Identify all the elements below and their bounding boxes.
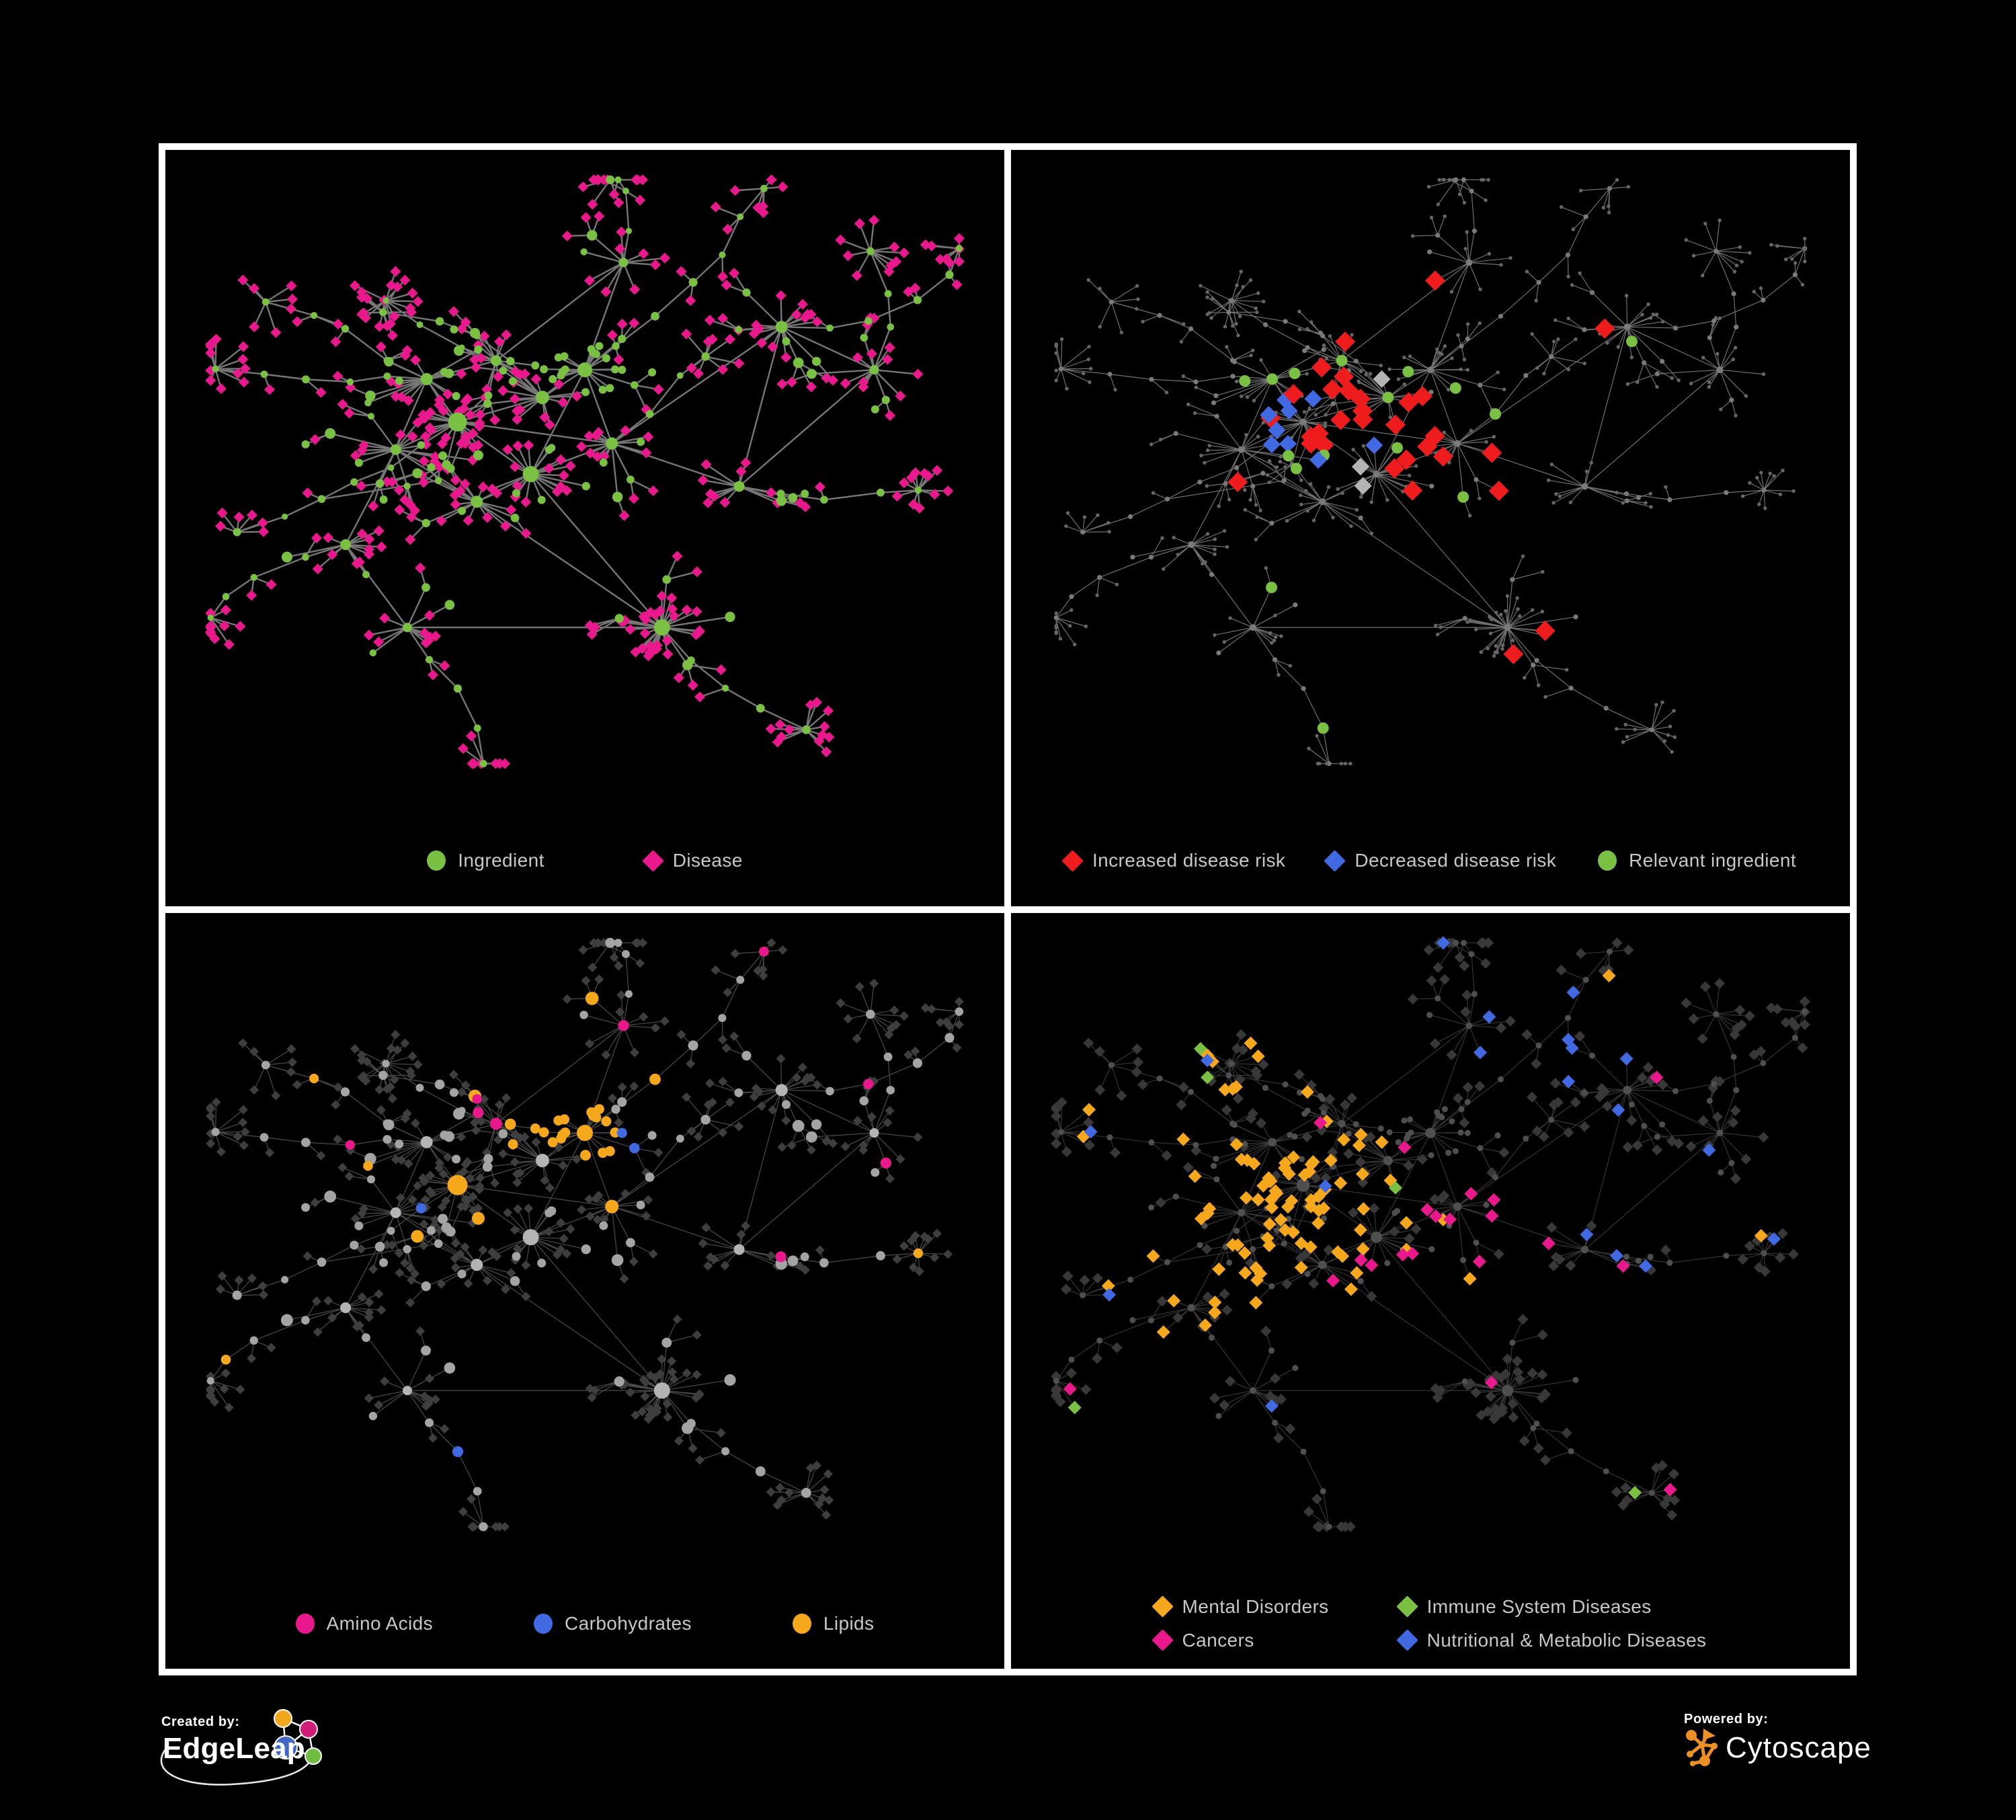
legend-label: Amino Acids <box>326 1612 434 1634</box>
network-graph-2 <box>1053 177 1808 766</box>
circle-marker <box>295 1613 315 1634</box>
legend-item-carbohydrates: Carbohydrates <box>534 1613 692 1634</box>
panel-disease-risk: Increased disease risk Decreased disease … <box>1011 150 1850 906</box>
diamond-marker <box>1151 1629 1174 1651</box>
network-graph-3 <box>206 937 964 1532</box>
legend-item-immune-system-diseases: Immune System Diseases <box>1396 1595 1707 1618</box>
legend-item-disease: Disease <box>642 849 743 872</box>
legend-item-nutritional-metabolic-diseases: Nutritional & Metabolic Diseases <box>1396 1629 1707 1651</box>
panel-disease-classes: Mental Disorders Immune System Diseases Ca… <box>1011 912 1850 1669</box>
circle-marker <box>1598 850 1617 871</box>
edgeleap-logo-icon <box>160 1709 322 1786</box>
legend-4: Mental Disorders Immune System Diseases Ca… <box>1011 1578 1850 1669</box>
nodes <box>1053 177 1808 766</box>
legend-3: Amino Acids Carbohydrates Lipids <box>165 1578 1004 1669</box>
edgeleap-credit: Created by: EdgeLeap <box>160 1709 511 1820</box>
legend-label: Decreased disease risk <box>1355 850 1557 871</box>
legend-label: Mental Disorders <box>1182 1595 1329 1617</box>
edges <box>210 179 960 764</box>
diamond-marker <box>1151 1595 1174 1618</box>
legend-label: Nutritional & Metabolic Diseases <box>1426 1629 1707 1651</box>
circle-marker <box>427 850 446 871</box>
cytoscape-credit: Powered by: Cytoscape <box>1684 1712 1980 1813</box>
legend-label: Lipids <box>823 1612 875 1634</box>
edges <box>1055 179 1806 764</box>
network-graph-4 <box>1051 935 1810 1532</box>
edges <box>210 942 960 1527</box>
diamond-marker <box>1061 849 1084 872</box>
legend-label: Relevant ingredient <box>1629 850 1797 871</box>
diamond-marker <box>1324 849 1346 872</box>
nodes <box>1051 935 1810 1532</box>
circle-marker <box>534 1613 553 1634</box>
diamond-marker <box>1396 1629 1418 1651</box>
cytoscape-brand-row: Cytoscape <box>1684 1727 1871 1770</box>
cytoscape-wordmark: Cytoscape <box>1726 1731 1871 1764</box>
circle-marker <box>792 1613 811 1634</box>
created-by-label: Created by: <box>161 1714 240 1729</box>
powered-by-label: Powered by: <box>1684 1712 1769 1727</box>
diamond-marker <box>642 849 664 872</box>
legend-label: Carbohydrates <box>565 1612 692 1634</box>
diamond-marker <box>1396 1595 1418 1618</box>
nodes <box>205 174 965 769</box>
legend-item-lipids: Lipids <box>792 1612 875 1634</box>
legend-item-increased-disease-risk: Increased disease risk <box>1061 849 1286 872</box>
panel-grid: Ingredient Disease Increased disease risk… <box>159 143 1857 1675</box>
edges <box>1055 942 1806 1527</box>
legend-1: Ingredient Disease <box>165 816 1004 906</box>
edgeleap-wordmark: EdgeLeap <box>163 1732 305 1765</box>
legend-item-decreased-disease-risk: Decreased disease risk <box>1324 849 1557 872</box>
panel-nutrient-classes: Amino Acids Carbohydrates Lipids <box>165 912 1004 1669</box>
legend-item-ingredient: Ingredient <box>427 850 545 871</box>
legend-label: Immune System Diseases <box>1426 1595 1652 1617</box>
legend-2: Increased disease risk Decreased disease … <box>1011 816 1850 906</box>
legend-label: Ingredient <box>458 850 545 871</box>
cytoscape-logo-icon <box>1686 1729 1718 1766</box>
legend-item-cancers: Cancers <box>1151 1629 1329 1651</box>
legend-item-mental-disorders: Mental Disorders <box>1151 1595 1329 1618</box>
legend-label: Disease <box>672 850 743 871</box>
legend-item-amino-acids: Amino Acids <box>295 1612 434 1634</box>
legend-item-relevant-ingredient: Relevant ingredient <box>1598 850 1796 871</box>
network-graph-1 <box>205 174 965 769</box>
legend-label: Increased disease risk <box>1092 850 1286 871</box>
legend-label: Cancers <box>1182 1629 1254 1651</box>
nodes <box>206 937 964 1532</box>
panel-ingredient-disease: Ingredient Disease <box>165 150 1004 906</box>
